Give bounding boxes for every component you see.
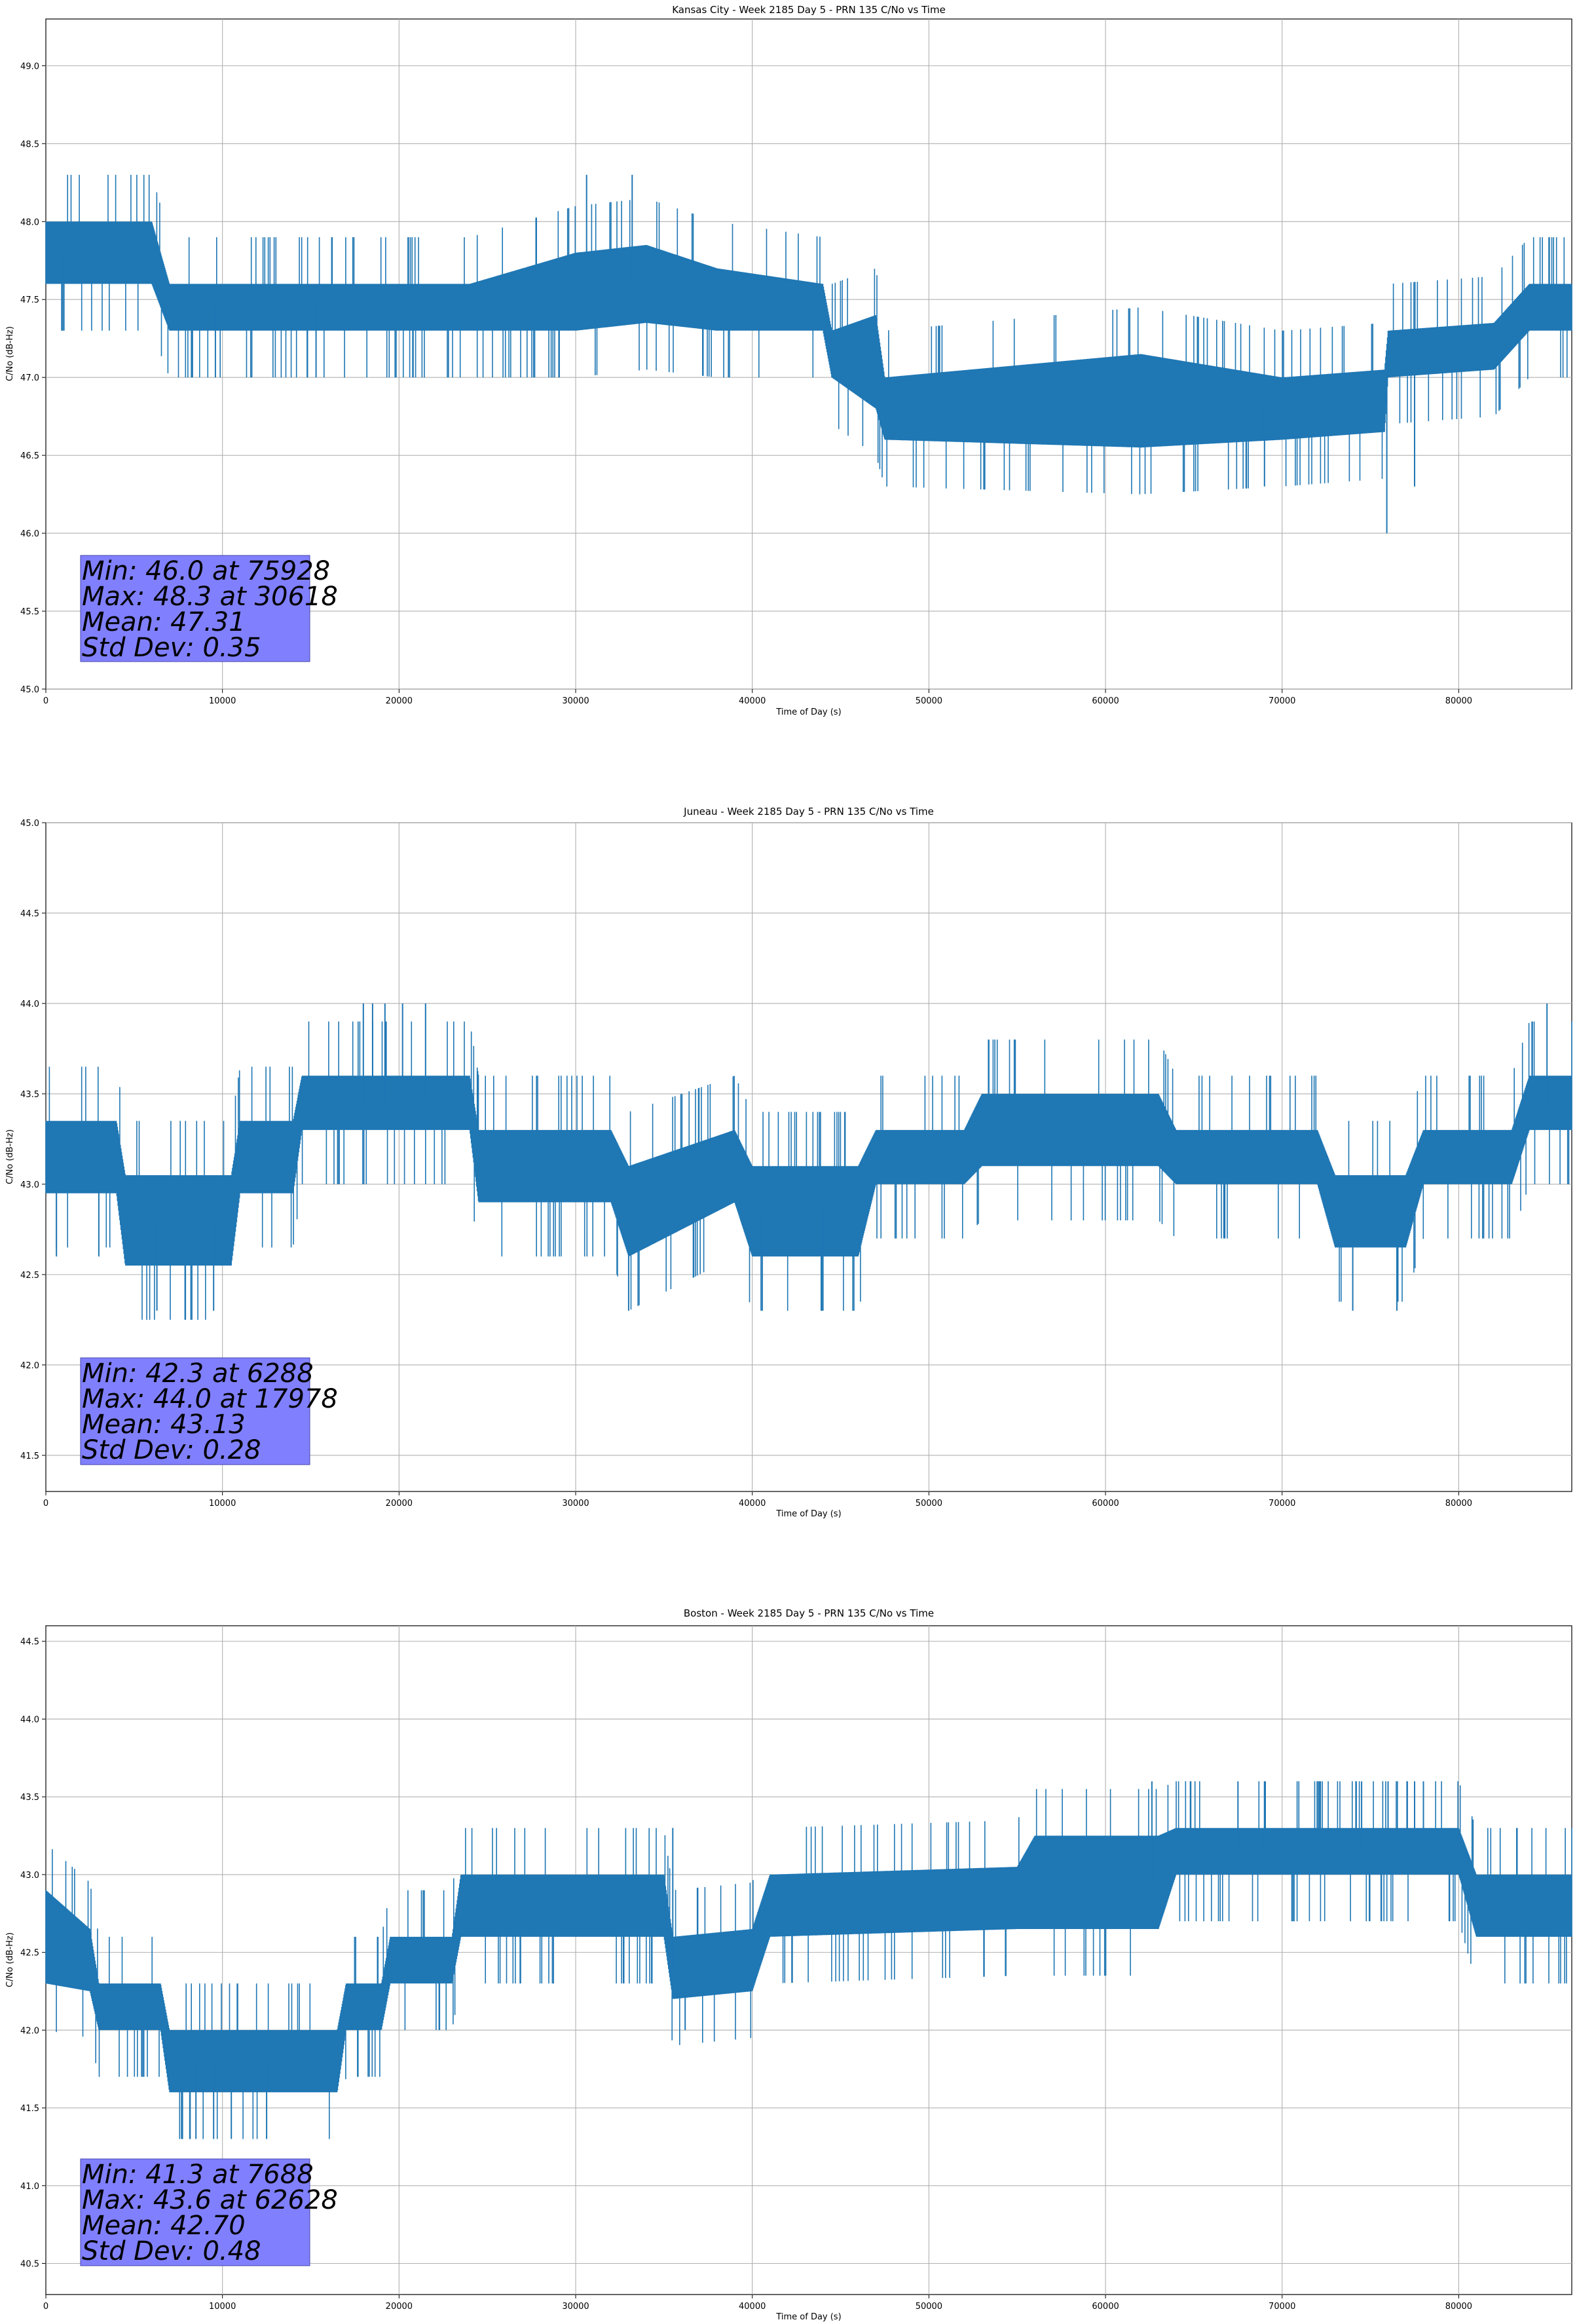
chart-panel-boston: 0 10000 20000 30000 40000 50000 60000 70000 8000… [5, 1607, 1572, 2322]
y-tick-label: 43.0 [20, 1871, 39, 1881]
stat-std-dev: Std Dev: 0.35 [82, 633, 261, 663]
y-tick-label: 43.5 [20, 1793, 39, 1803]
x-tick-label: 20000 [386, 1499, 413, 1509]
stat-min: Min: 46.0 at 75928 [82, 556, 330, 586]
x-tick-label: 50000 [916, 2302, 942, 2312]
data-series [45, 1003, 1572, 1320]
x-axis-label: Time of Day (s) [775, 1509, 841, 1519]
stat-min: Min: 41.3 at 7688 [82, 2160, 314, 2190]
y-tick-label: 47.0 [20, 373, 39, 383]
stat-max: Max: 44.0 at 17978 [82, 1384, 338, 1414]
series-trace [45, 1781, 1572, 2139]
stats-box [80, 2158, 310, 2266]
x-tick-label: 20000 [386, 2302, 413, 2312]
x-tick-label: 80000 [1445, 696, 1472, 706]
y-tick-label: 45.5 [20, 607, 39, 617]
x-tick-label: 30000 [562, 696, 589, 706]
y-tick-label: 42.0 [20, 1361, 39, 1371]
data-series [45, 1781, 1572, 2139]
x-tick-label: 10000 [209, 696, 236, 706]
chart-title: Boston - Week 2185 Day 5 - PRN 135 C/No … [684, 1607, 934, 1619]
x-tick-label: 60000 [1092, 696, 1119, 706]
x-tick-label: 30000 [562, 1499, 589, 1509]
stats-box [80, 555, 310, 662]
y-tick-label: 47.5 [20, 295, 39, 305]
y-tick-label: 45.0 [20, 685, 39, 695]
y-tick-label: 46.5 [20, 451, 39, 461]
chart-title: Juneau - Week 2185 Day 5 - PRN 135 C/No … [683, 806, 934, 817]
y-tick-label: 43.5 [20, 1090, 39, 1100]
chart-panel-juneau: 0 10000 20000 30000 40000 50000 60000 70000 8000… [5, 806, 1572, 1519]
x-tick-label: 60000 [1092, 2302, 1119, 2312]
stat-min: Min: 42.3 at 6288 [82, 1359, 314, 1389]
y-tick-label: 43.0 [20, 1180, 39, 1190]
y-tick-label: 42.0 [20, 2026, 39, 2036]
x-tick-label: 50000 [916, 696, 942, 706]
stats-box [80, 1357, 310, 1465]
x-tick-label: 80000 [1445, 1499, 1472, 1509]
x-tick-label: 0 [43, 2302, 48, 2312]
x-tick-label: 30000 [562, 2302, 589, 2312]
x-tick-label: 70000 [1269, 1499, 1295, 1509]
chart-panel-kansas-city: 0 10000 20000 30000 40000 50000 60000 70000 8000… [5, 4, 1572, 717]
x-tick-label: 60000 [1092, 1499, 1119, 1509]
y-tick-label: 44.0 [20, 1715, 39, 1725]
x-tick-label: 70000 [1269, 2302, 1295, 2312]
y-tick-label: 46.0 [20, 529, 39, 539]
series-trace [45, 174, 1572, 495]
y-tick-label: 44.5 [20, 909, 39, 919]
y-tick-label: 41.5 [20, 1452, 39, 1461]
x-tick-label: 40000 [739, 2302, 766, 2312]
y-tick-label: 49.0 [20, 62, 39, 71]
y-axis-label: C/No (dB-Hz) [5, 1129, 15, 1184]
x-tick-label: 10000 [209, 1499, 236, 1509]
y-tick-label: 40.5 [20, 2260, 39, 2270]
y-tick-label: 48.0 [20, 217, 39, 227]
x-tick-label: 0 [43, 1499, 48, 1509]
chart-title: Kansas City - Week 2185 Day 5 - PRN 135 … [672, 4, 946, 16]
x-tick-label: 10000 [209, 2302, 236, 2312]
y-tick-label: 41.0 [20, 2182, 39, 2192]
stat-mean: Mean: 42.70 [82, 2211, 246, 2241]
stats-annotation: Min: 42.3 at 6288 Max: 44.0 at 17978 Mea… [80, 1357, 338, 1465]
y-tick-label: 41.5 [20, 2104, 39, 2114]
x-tick-label: 20000 [386, 696, 413, 706]
stats-annotation: Min: 41.3 at 7688 Max: 43.6 at 62628 Mea… [80, 2158, 338, 2266]
y-axis-label: C/No (dB-Hz) [5, 326, 15, 381]
y-tick-label: 48.5 [20, 140, 39, 149]
y-tick-label: 45.0 [20, 819, 39, 829]
stat-std-dev: Std Dev: 0.28 [82, 1435, 261, 1465]
y-tick-label: 44.0 [20, 1000, 39, 1009]
axis-ticks: 0 10000 20000 30000 40000 50000 60000 70000 8000… [20, 62, 1472, 706]
x-axis-label: Time of Day (s) [775, 2312, 841, 2322]
y-tick-label: 42.5 [20, 1949, 39, 1959]
data-series [45, 174, 1572, 534]
x-tick-label: 80000 [1445, 2302, 1472, 2312]
y-tick-label: 42.5 [20, 1271, 39, 1281]
x-tick-label: 70000 [1269, 696, 1295, 706]
x-axis-label: Time of Day (s) [775, 707, 841, 717]
stat-std-dev: Std Dev: 0.48 [82, 2236, 261, 2266]
x-tick-label: 40000 [739, 1499, 766, 1509]
axis-ticks: 0 10000 20000 30000 40000 50000 60000 70000 8000… [20, 1638, 1472, 2312]
stat-mean: Mean: 47.31 [82, 607, 246, 637]
stat-max: Max: 43.6 at 62628 [82, 2185, 338, 2215]
axis-ticks: 0 10000 20000 30000 40000 50000 60000 70000 8000… [20, 819, 1472, 1509]
x-tick-label: 0 [43, 696, 48, 706]
x-tick-label: 50000 [916, 1499, 942, 1509]
y-tick-label: 44.5 [20, 1638, 39, 1647]
y-axis-label: C/No (dB-Hz) [5, 1932, 15, 1987]
x-tick-label: 40000 [739, 696, 766, 706]
stat-max: Max: 48.3 at 30618 [82, 582, 338, 612]
stats-annotation: Min: 46.0 at 75928 Max: 48.3 at 30618 Me… [80, 555, 338, 663]
stat-mean: Mean: 43.13 [82, 1410, 246, 1440]
